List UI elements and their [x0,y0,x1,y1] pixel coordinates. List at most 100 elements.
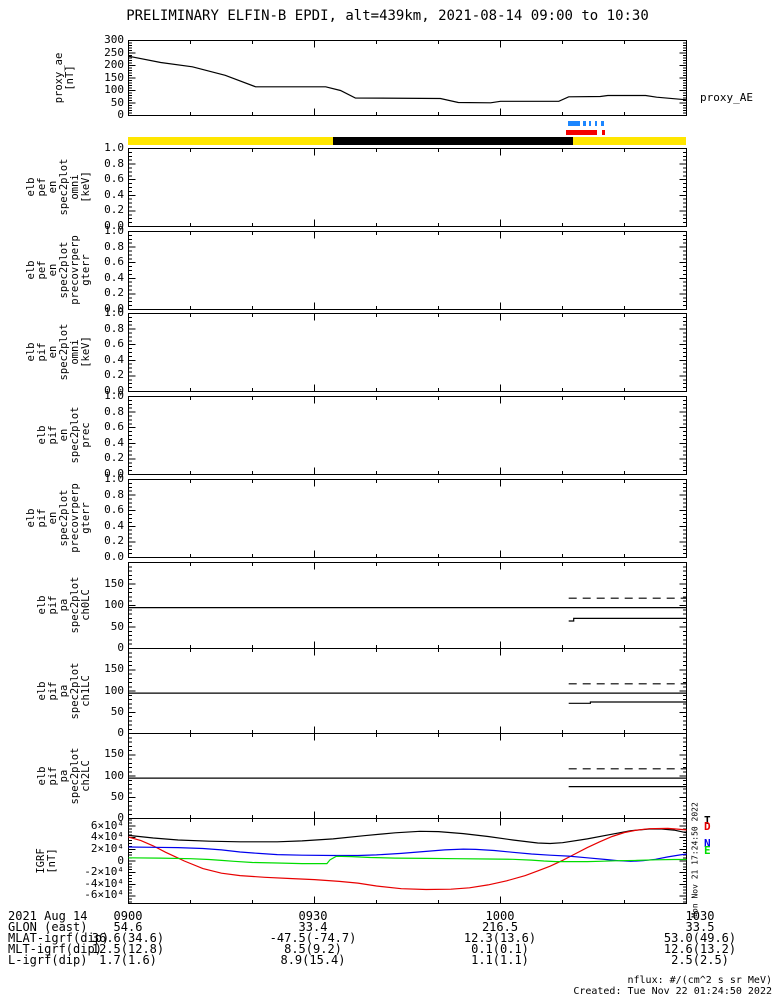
panel-proxy_ae-ytick: 200 [104,58,124,71]
panel-pif_en_precovrperp_gterr-ytick: 0.6 [104,503,124,517]
panel-pif_en_prec-ytick: 0.0 [104,467,124,480]
ephemeris-row-label: MLAT-igrf(dip) [8,931,110,945]
panel-pef_en_precovrperp_gterr-ytick: 0.4 [104,270,124,284]
panel-pif_pa_ch0LC-ytick: 0 [117,641,124,654]
panel-pif_en_precovrperp_gterr-ytick: 0.0 [104,550,124,563]
ephemeris-value: 1.7(1.6) [99,953,157,967]
panel-pif_pa_ch0LC-ytick: 50 [110,619,124,633]
panel-pef_en_omni-plot [128,148,687,227]
ephemeris-row-label: MLT-igrf(dip) [8,942,102,956]
panel-pef_en_precovrperp_gterr-ytick: 0.2 [104,286,124,300]
panel-proxy_ae-plot [128,40,687,116]
igrf-series-label-N: N [704,837,711,850]
epoch-bar-segment [128,137,334,145]
created-timestamp: Created: Tue Nov 22 01:24:50 2022 [573,986,772,997]
panel-pif_en_prec-ytick: 0.6 [104,420,124,434]
panel-pif_en_precovrperp_gterr-ytick: 0.8 [104,487,124,501]
panel-pef_en_precovrperp_gterr-ytick: 1.0 [104,224,124,237]
panel-proxy_ae-ytick: 50 [110,95,124,109]
series-igrf_N [128,846,687,862]
epoch-bar-segment [573,137,686,145]
time-tick-label: 0900 [113,909,143,923]
panel-pef_en_omni-ytick: 0.2 [104,203,124,217]
panel-pef_en_precovrperp_gterr-ytick: 0.0 [104,302,124,315]
panel-pif_en_precovrperp_gterr-ytick: 0.4 [104,518,124,532]
panel-pif_pa_ch2LC-plot [128,733,687,819]
panel-igrf-ytick: -2×10⁴ [84,865,124,879]
ephemeris-value: 53.0(49.6) [663,931,737,945]
series-igrf_D [128,827,687,891]
panel-pif_pa_ch1LC-plot [128,648,687,734]
panel-pif_en_omni-ytick: 0.8 [104,321,124,335]
series-losscone-right [568,701,687,704]
plot-title: PRELIMINARY ELFIN-B EPDI, alt=439km, 202… [126,8,649,24]
series-igrf_E [128,855,687,865]
panel-igrf-ytick: 6×10⁴ [90,818,124,832]
igrf-series-label-D: D [704,820,711,833]
panel-pif_pa_ch1LC-ytick: 150 [104,662,124,676]
ephemeris-value: 12.6(13.2) [663,942,737,956]
panel-pef_en_precovrperp_gterr-ytick: 0.8 [104,239,124,253]
ephemeris-value: 8.9(15.4) [280,953,346,967]
panel-pif_en_prec-plot [128,396,687,475]
blue_flag_bar-segment [568,121,580,126]
ephemeris-value: 54.6 [113,920,143,934]
panel-pif_en_precovrperp_gterr-ytick: 1.0 [104,472,124,485]
panel-pif_pa_ch2LC-ytick: 150 [104,747,124,761]
panel-pif_pa_ch1LC-ytick: 100 [104,683,124,697]
panel-pif_en_prec-ytick: 0.8 [104,404,124,418]
panel-pif_en_prec-ytick: 0.2 [104,451,124,465]
panel-pef_en_omni-ytick: 1.0 [104,141,124,154]
panel-igrf-ytick: 0 [117,853,124,867]
epoch-bar-segment [333,137,574,145]
ephemeris-value: 33.4 [298,920,328,934]
panel-pif_en_omni-plot [128,313,687,392]
igrf-side-timestamp: Mon Nov 21 17:24:50 2022 [690,802,700,918]
ephemeris-value: 8.5(9.2) [284,942,342,956]
ephemeris-row-label: GLON (east) [8,920,88,934]
panel-pef_en_omni-ytick: 0.8 [104,156,124,170]
panel-pif_pa_ch0LC-plot [128,562,687,649]
panel-proxy_ae-ytick: 100 [104,83,124,96]
panel-igrf-ytick: -6×10⁴ [84,888,124,902]
proxy-ae-right-label: proxy_AE [700,91,753,104]
panel-pif_pa_ch2LC-ytick: 0 [117,811,124,824]
time-tick-label: 0930 [298,909,328,923]
ephemeris-value: 12.3(13.6) [463,931,537,945]
ephemeris-value: 33.5 [685,920,715,934]
panel-igrf-plot [128,818,687,904]
ephemeris-value: 2.5(2.5) [671,953,729,967]
panel-pef_en_omni-ytick: 0.0 [104,219,124,232]
panel-pif_pa_ch0LC-ytick: 100 [104,598,124,611]
panel-pif_en_omni-ytick: 0.4 [104,352,124,366]
panel-igrf-ytick: 4×10⁴ [90,830,124,844]
panel-pif_en_omni-ytick: 1.0 [104,306,124,319]
time-tick-label: 1030 [685,909,715,923]
blue_flag_bar-segment [588,121,592,126]
panel-proxy_ae-ytick: 150 [104,70,124,84]
panel-proxy_ae-ytick: 250 [104,45,124,59]
blue_flag_bar-segment [583,121,586,126]
igrf-series-label-E: E [704,844,711,857]
flux-units-note: nflux: #/(cm^2 s sr MeV) [627,975,773,986]
panel-proxy_ae-ytick: 0 [117,108,124,121]
panel-pif_en_omni-ytick: 0.0 [104,384,124,397]
panel-pif_pa_ch1LC-ytick: 0 [117,726,124,739]
panel-pef_en_omni-ytick: 0.6 [104,172,124,186]
time-tick-label: 1000 [485,909,515,923]
panel-pif_pa_ch2LC-ytick: 100 [104,768,124,782]
red_flag_bar-segment [565,130,597,135]
ephemeris-row-label: L-igrf(dip) [8,953,88,967]
igrf-series-label-T: T [704,814,711,827]
panel-pif_pa_ch1LC-ytick: 50 [110,704,124,718]
panel-pef_en_precovrperp_gterr-ytick: 0.6 [104,255,124,269]
ephemeris-value: 12.5(12.8) [91,942,165,956]
ephemeris-date: 2021 Aug 14 [8,909,88,923]
series-igrf_T [128,828,687,845]
panel-pif_en_precovrperp_gterr-plot [128,479,687,558]
panel-pif_en_omni-ytick: 0.2 [104,368,124,382]
blue_flag_bar-segment [601,121,604,126]
panel-pif_en_prec-ytick: 1.0 [104,389,124,402]
ephemeris-value: 1.1(1.1) [471,953,529,967]
